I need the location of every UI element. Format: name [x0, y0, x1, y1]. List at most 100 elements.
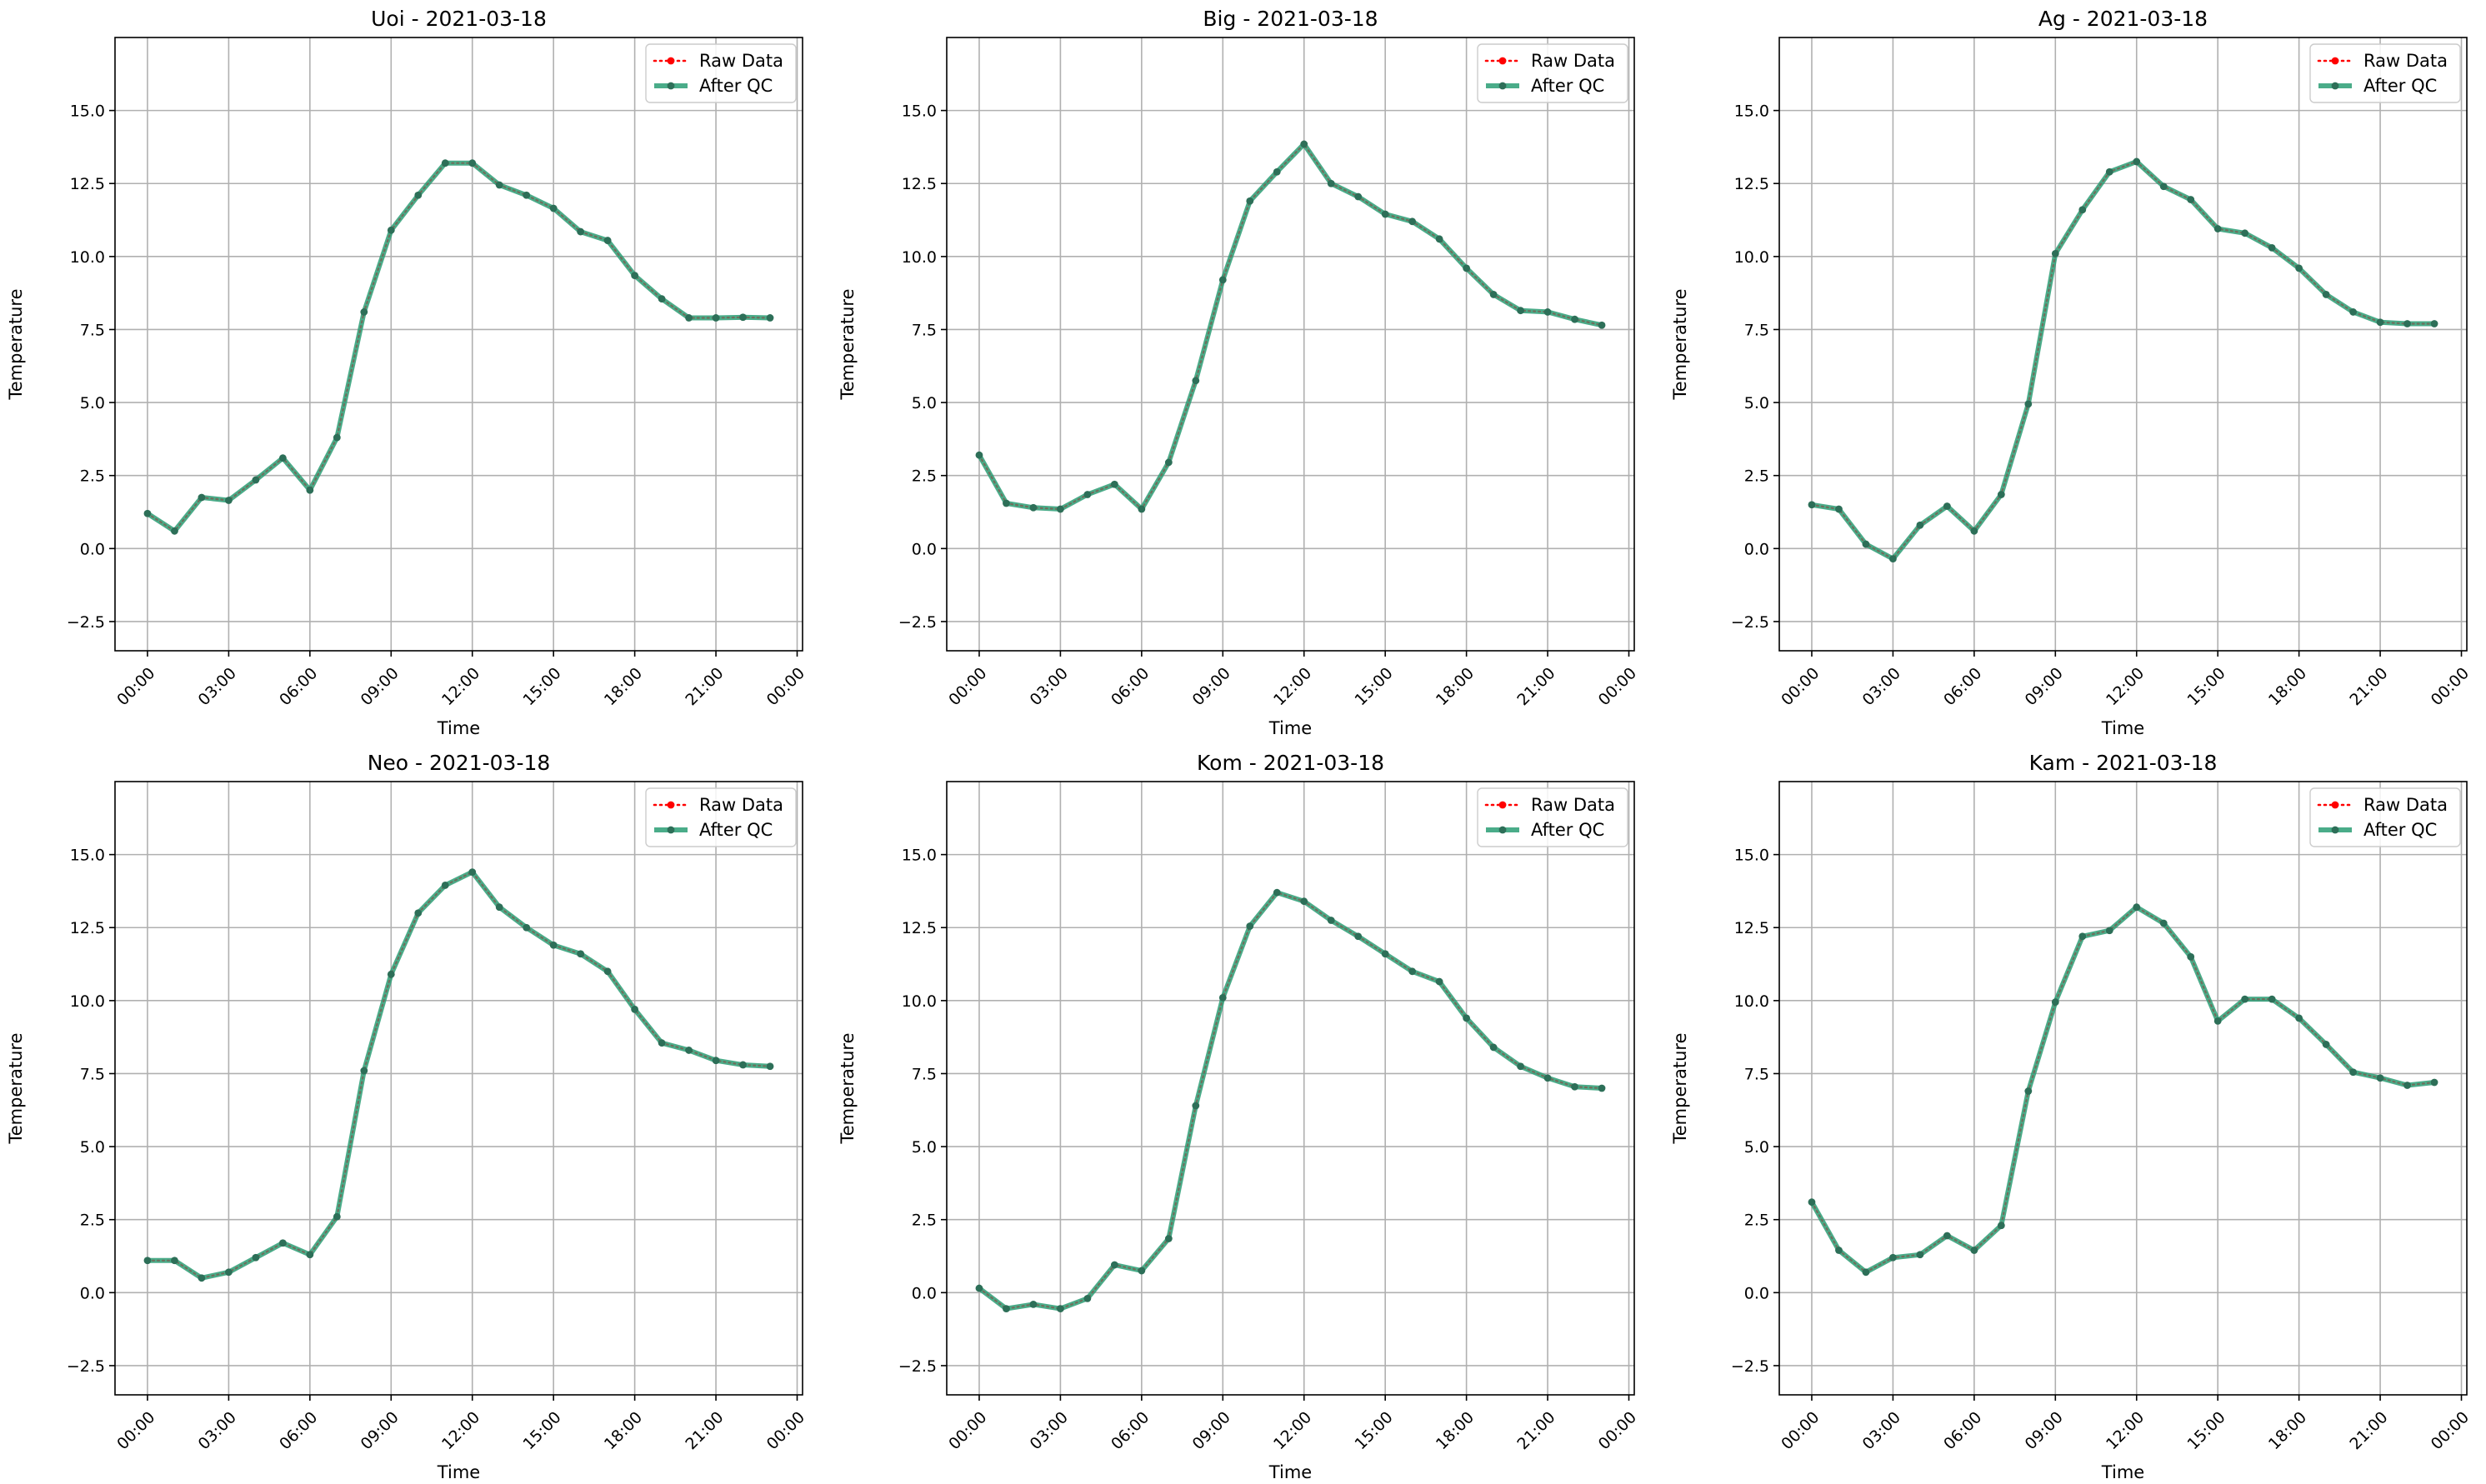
data-point-after-qc [1164, 458, 1173, 467]
y-tick-label: 0.0 [1744, 1284, 1769, 1302]
y-tick-label: 0.0 [912, 1284, 937, 1302]
y-tick-label: 15.0 [70, 847, 105, 865]
subplot-1: 00:00 03:00 06:00 09:00 12:00 15:00 18:00 21:00… [6, 7, 808, 738]
x-tick-label: 18:00 [601, 1408, 646, 1453]
data-point-after-qc [441, 159, 449, 167]
data-point-after-qc [1138, 1267, 1146, 1275]
data-point-after-qc [1808, 501, 1816, 509]
data-point-after-qc [468, 159, 477, 167]
y-tick-label: −2.5 [67, 613, 105, 632]
x-tick-label: 06:00 [1108, 1408, 1153, 1453]
x-axis-label: Time [1268, 718, 1312, 738]
y-tick-label: −2.5 [1731, 613, 1769, 632]
data-point-after-qc [1835, 505, 1843, 513]
y-tick-label: 5.0 [912, 394, 937, 412]
data-point-after-qc [1862, 540, 1870, 548]
chart-title: Ag - 2021-03-18 [2038, 7, 2208, 31]
legend-marker-raw-data [2331, 57, 2339, 65]
data-point-after-qc [2376, 318, 2384, 327]
data-point-after-qc [2322, 291, 2330, 298]
data-point-after-qc [739, 313, 747, 322]
data-point-after-qc [1943, 502, 1951, 510]
data-point-after-qc [143, 1257, 152, 1265]
x-tick-label: 00:00 [945, 664, 990, 709]
data-point-after-qc [2133, 157, 2141, 166]
data-point-after-qc [225, 1268, 233, 1277]
data-point-after-qc [766, 1062, 774, 1071]
legend-marker-after-qc [1498, 82, 1507, 90]
axes-frame [946, 37, 1635, 652]
chart-title: Kom - 2021-03-18 [1197, 751, 1384, 775]
data-point-after-qc [1057, 1305, 1064, 1313]
x-tick-label: 00:00 [113, 1408, 158, 1453]
y-tick-label: 5.0 [1744, 1138, 1769, 1157]
data-point-after-qc [2078, 932, 2087, 941]
data-point-after-qc [712, 1057, 720, 1065]
legend: Raw Data After QC [1477, 787, 1628, 847]
data-point-after-qc [1083, 491, 1092, 498]
data-point-after-qc [2430, 320, 2438, 327]
data-point-after-qc [2268, 995, 2276, 1003]
series-line-raw-data [146, 871, 772, 1279]
y-tick-label: 0.0 [1744, 540, 1769, 558]
data-point-after-qc [143, 509, 152, 517]
data-point-after-qc [2105, 167, 2113, 176]
data-point-after-qc [1489, 291, 1498, 298]
legend-marker-raw-data [667, 57, 675, 65]
axes-frame [114, 781, 803, 1396]
data-point-after-qc [495, 903, 503, 912]
y-tick-label: −2.5 [67, 1357, 105, 1376]
data-point-after-qc [2295, 264, 2303, 272]
data-point-after-qc [198, 1274, 206, 1282]
plot-area [115, 782, 803, 1395]
y-tick-label: 12.5 [70, 175, 105, 193]
legend-marker-after-qc [2331, 826, 2339, 834]
y-tick-label: 12.5 [1734, 175, 1769, 193]
data-point-after-qc [549, 204, 558, 212]
data-point-after-qc [1916, 521, 1924, 529]
data-point-after-qc [2403, 320, 2411, 327]
data-point-after-qc [2349, 308, 2357, 316]
data-point-after-qc [577, 227, 585, 236]
data-point-after-qc [2241, 995, 2249, 1003]
data-point-after-qc [603, 237, 612, 244]
x-tick-label: 21:00 [2346, 664, 2391, 709]
data-point-after-qc [2376, 1074, 2384, 1082]
data-point-after-qc [2349, 1068, 2357, 1077]
x-axis-label: Time [1268, 1462, 1312, 1482]
legend: Raw Data After QC [2309, 787, 2461, 847]
y-tick-label: 7.5 [1744, 321, 1769, 339]
y-tick-label: 0.0 [912, 540, 937, 558]
data-point-after-qc [1354, 192, 1363, 201]
data-point-after-qc [1543, 1074, 1552, 1082]
legend-label-after-qc: After QC [2363, 820, 2437, 840]
data-point-after-qc [1327, 179, 1335, 187]
data-point-after-qc [523, 191, 531, 199]
x-tick-label: 12:00 [2103, 664, 2148, 709]
data-point-after-qc [1571, 315, 1578, 323]
chart-title: Uoi - 2021-03-18 [371, 7, 547, 31]
plot-area [1779, 782, 2467, 1395]
data-point-after-qc [1300, 140, 1308, 148]
data-point-after-qc [1273, 888, 1281, 897]
y-tick-label: 15.0 [1734, 847, 1769, 865]
plot-area [947, 782, 1634, 1395]
x-tick-label: 12:00 [2103, 1408, 2148, 1453]
x-tick-label: 00:00 [1778, 664, 1823, 709]
y-tick-label: 10.0 [70, 248, 105, 267]
x-tick-label: 00:00 [2428, 1408, 2473, 1453]
data-point-after-qc [468, 868, 477, 877]
chart-title: Neo - 2021-03-18 [368, 751, 551, 775]
subplot-5: 00:00 03:00 06:00 09:00 12:00 15:00 18:00 21:00… [838, 751, 1640, 1482]
y-tick-label: 12.5 [1734, 919, 1769, 937]
data-point-after-qc [1110, 1261, 1118, 1269]
data-point-after-qc [1517, 307, 1524, 315]
data-point-after-qc [2187, 196, 2195, 203]
data-point-after-qc [495, 181, 503, 189]
data-point-after-qc [387, 226, 395, 234]
x-tick-label: 03:00 [1859, 1408, 1904, 1453]
y-tick-label: 2.5 [912, 467, 937, 486]
legend-label-raw-data: Raw Data [2363, 795, 2448, 815]
y-axis-label: Temperature [1670, 1032, 1690, 1144]
